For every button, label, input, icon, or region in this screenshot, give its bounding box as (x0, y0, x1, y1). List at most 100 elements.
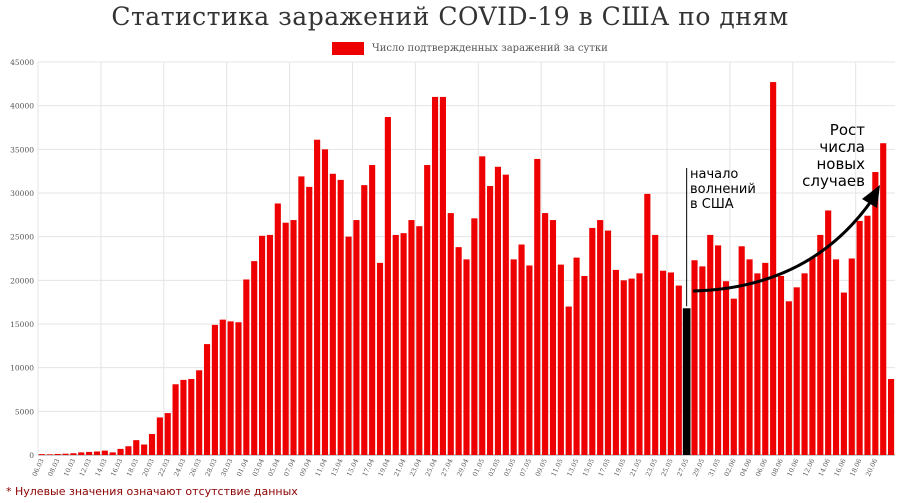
bar (675, 285, 682, 455)
bar (888, 379, 895, 455)
bar (518, 244, 525, 455)
bar (219, 319, 226, 455)
x-tick-label: 17.05 (597, 457, 612, 477)
bar (659, 270, 667, 455)
x-tick-label: 29.04 (455, 457, 470, 477)
bar (416, 226, 423, 455)
bar (589, 227, 596, 455)
bar (785, 301, 792, 455)
bar (502, 174, 509, 455)
bar (314, 139, 321, 455)
bar (424, 165, 431, 455)
bar (148, 434, 156, 455)
x-tick-label: 27.04 (439, 457, 454, 477)
bar (125, 446, 132, 455)
y-tick-label: 5000 (15, 407, 34, 416)
bar (203, 344, 211, 455)
bar (337, 179, 344, 455)
legend-swatch (332, 41, 364, 55)
bar (872, 172, 879, 456)
bar (581, 275, 588, 455)
bar (471, 218, 478, 455)
bar (259, 235, 266, 455)
x-tick-label: 11.05 (550, 457, 565, 477)
bar (172, 384, 179, 455)
bar (542, 213, 549, 455)
annotation-protests: начало волнений в США (690, 167, 756, 212)
x-tick-label: 13.05 (565, 457, 580, 477)
x-tick-label: 24.03 (172, 457, 187, 477)
bar (722, 281, 730, 455)
bar (557, 264, 564, 455)
x-tick-label: 19.05 (612, 457, 627, 477)
bar (345, 236, 352, 455)
bar (251, 261, 258, 455)
chart-legend[interactable]: Число подтвержденных заражений за сутки (332, 40, 608, 56)
annotation-growth: Рост числа новых случаев (802, 121, 865, 190)
bar (809, 257, 816, 455)
x-tick-label: 20.06 (864, 457, 879, 477)
y-tick-label: 45000 (10, 58, 34, 67)
bar (384, 117, 391, 456)
bar (832, 259, 840, 455)
bar (274, 203, 281, 455)
x-tick-label: 23.05 (644, 457, 659, 477)
bar (282, 222, 289, 455)
bar (612, 269, 619, 455)
x-tick-label: 17.04 (361, 457, 376, 477)
y-tick-label: 0 (29, 451, 34, 460)
bar (431, 96, 439, 455)
x-tick-label: 10.03 (62, 457, 77, 477)
bar (93, 451, 101, 455)
bar (463, 259, 470, 455)
bar (70, 453, 77, 455)
bar (620, 280, 627, 455)
x-tick-label: 18.06 (848, 457, 863, 477)
bar (298, 176, 305, 455)
bar (817, 234, 824, 455)
x-tick-label: 07.05 (518, 457, 533, 477)
footnote: * Нулевые значения означают отсутствие д… (6, 485, 298, 498)
x-tick-label: 18.03 (125, 457, 140, 477)
bar (715, 245, 722, 455)
growth-arrow (692, 199, 874, 293)
x-tick-label: 03.05 (487, 457, 502, 477)
bar (86, 451, 93, 455)
bar (479, 156, 486, 455)
x-tick-label: 25.04 (424, 457, 439, 477)
bar (549, 220, 557, 455)
bar (699, 266, 706, 455)
bar (180, 379, 187, 455)
bar (455, 247, 462, 455)
bar (361, 185, 368, 455)
x-tick-label: 10.06 (785, 457, 800, 477)
bar (266, 234, 274, 455)
bar (38, 454, 45, 455)
bar (321, 149, 329, 456)
y-tick-label: 10000 (10, 364, 34, 373)
bar (825, 210, 832, 455)
bar (376, 262, 384, 455)
bar (754, 273, 761, 455)
bar (243, 279, 250, 455)
bar (840, 292, 847, 455)
x-tick-label: 04.06 (738, 457, 753, 477)
page-title: Статистика заражений COVID-19 в США по д… (111, 2, 789, 31)
bar (101, 450, 108, 455)
bar (329, 173, 336, 455)
bar (604, 230, 612, 455)
bar (353, 220, 360, 455)
x-tick-label: 22.03 (156, 457, 171, 477)
bar (628, 278, 635, 455)
bar (667, 272, 674, 455)
bar (211, 324, 218, 455)
bar (494, 166, 502, 456)
bar-highlight (682, 308, 691, 455)
bar (46, 454, 53, 455)
x-tick-label: 27.05 (675, 457, 690, 477)
bar (164, 413, 171, 455)
bar (369, 165, 376, 455)
bar (78, 452, 85, 455)
legend-label: Число подтвержденных заражений за сутки (372, 42, 608, 54)
x-tick-label: 08.06 (770, 457, 785, 477)
